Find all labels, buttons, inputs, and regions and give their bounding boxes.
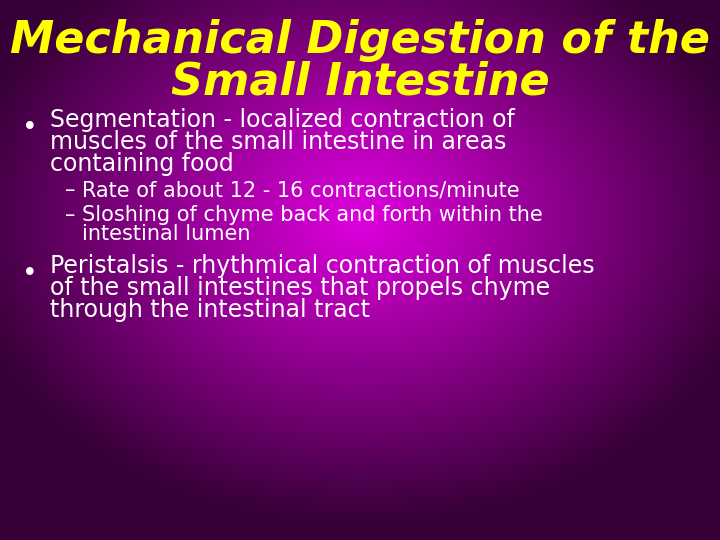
Text: containing food: containing food — [50, 152, 234, 176]
Text: Peristalsis - rhythmical contraction of muscles: Peristalsis - rhythmical contraction of … — [50, 254, 595, 278]
Text: of the small intestines that propels chyme: of the small intestines that propels chy… — [50, 276, 550, 300]
Text: •: • — [22, 115, 38, 141]
Text: –: – — [65, 180, 76, 200]
Text: Rate of about 12 - 16 contractions/minute: Rate of about 12 - 16 contractions/minut… — [82, 180, 520, 200]
Text: through the intestinal tract: through the intestinal tract — [50, 298, 370, 322]
Text: –: – — [65, 205, 76, 225]
Text: Segmentation - localized contraction of: Segmentation - localized contraction of — [50, 108, 515, 132]
Text: intestinal lumen: intestinal lumen — [82, 224, 251, 244]
Text: Sloshing of chyme back and forth within the: Sloshing of chyme back and forth within … — [82, 205, 543, 225]
Text: •: • — [22, 261, 38, 287]
Text: Mechanical Digestion of the: Mechanical Digestion of the — [10, 18, 710, 62]
Text: Small Intestine: Small Intestine — [171, 60, 549, 104]
Text: muscles of the small intestine in areas: muscles of the small intestine in areas — [50, 130, 506, 154]
